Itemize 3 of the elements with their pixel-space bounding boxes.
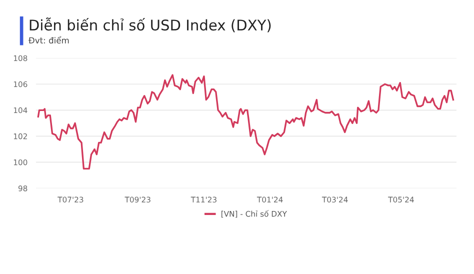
chart-title: Diễn biến chỉ số USD Index (DXY) [30,18,271,32]
line-series [37,74,454,170]
chart-subtitle: Đvt: điểm [28,36,69,44]
